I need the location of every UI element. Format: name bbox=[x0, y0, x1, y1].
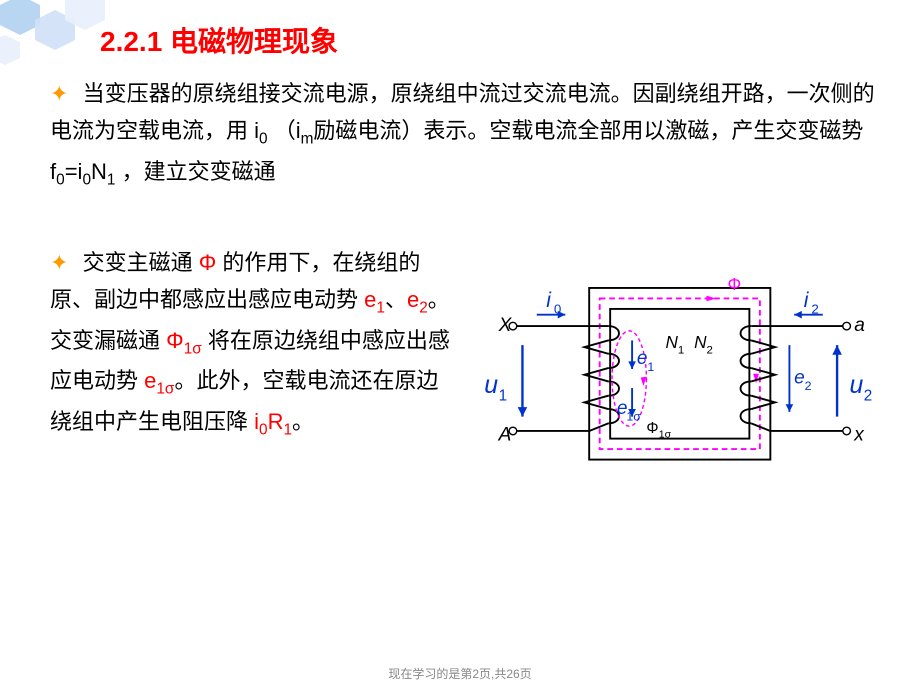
svg-text:i: i bbox=[546, 289, 552, 312]
svg-text:2: 2 bbox=[864, 387, 872, 404]
svg-text:x: x bbox=[853, 424, 865, 445]
svg-text:e: e bbox=[794, 367, 805, 388]
slide-content: 2.2.1 电磁物理现象 ✦ 当变压器的原绕组接交流电源，原绕组中流过交流电流。… bbox=[0, 0, 920, 494]
svg-text:X: X bbox=[498, 314, 513, 335]
svg-text:1: 1 bbox=[678, 344, 684, 356]
svg-text:0: 0 bbox=[554, 301, 561, 316]
svg-text:e: e bbox=[637, 348, 648, 369]
svg-text:1σ: 1σ bbox=[626, 409, 641, 423]
svg-text:1σ: 1σ bbox=[659, 429, 672, 440]
svg-text:A: A bbox=[498, 424, 512, 445]
svg-text:N: N bbox=[694, 332, 707, 352]
paragraph-2-text: 交变主磁通 Φ 的作用下，在绕组的原、副边中都感应出感应电动势 e1、e2。交变… bbox=[50, 250, 450, 434]
star-bullet-icon: ✦ bbox=[50, 75, 68, 112]
transformer-diagram: X A a x u 1 u 2 i 0 i 2 e 1 e 1σ e 2 N 1 bbox=[470, 244, 880, 494]
svg-text:1: 1 bbox=[647, 359, 654, 373]
svg-text:i: i bbox=[804, 289, 810, 312]
svg-text:a: a bbox=[854, 314, 865, 335]
content-row: ✦ 交变主磁通 Φ 的作用下，在绕组的原、副边中都感应出感应电动势 e1、e2。… bbox=[50, 244, 880, 494]
paragraph-1-text: 当变压器的原绕组接交流电源，原绕组中流过交流电流。因副绕组开路，一次侧的电流为空… bbox=[50, 81, 875, 184]
page-footer: 现在学习的是第2页,共26页 bbox=[0, 665, 920, 682]
svg-text:2: 2 bbox=[805, 379, 812, 393]
svg-text:u: u bbox=[484, 371, 498, 398]
svg-text:1: 1 bbox=[499, 387, 507, 404]
star-bullet-icon: ✦ bbox=[50, 244, 68, 281]
svg-text:Φ: Φ bbox=[727, 273, 741, 293]
paragraph-1: ✦ 当变压器的原绕组接交流电源，原绕组中流过交流电流。因副绕组开路，一次侧的电流… bbox=[50, 75, 880, 194]
section-title: 2.2.1 电磁物理现象 bbox=[100, 20, 880, 60]
svg-text:u: u bbox=[849, 371, 863, 398]
svg-text:Φ: Φ bbox=[646, 419, 658, 436]
svg-text:2: 2 bbox=[811, 301, 818, 316]
paragraph-2: ✦ 交变主磁通 Φ 的作用下，在绕组的原、副边中都感应出感应电动势 e1、e2。… bbox=[50, 244, 450, 494]
svg-text:2: 2 bbox=[706, 344, 712, 356]
svg-text:N: N bbox=[665, 332, 678, 352]
